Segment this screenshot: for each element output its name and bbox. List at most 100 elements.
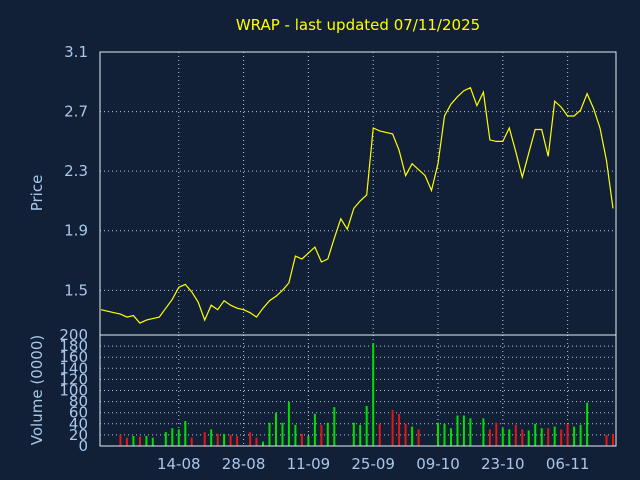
volume-bar	[229, 434, 232, 446]
volume-bar	[560, 429, 563, 446]
volume-tick-label: 60	[69, 404, 88, 422]
volume-tick-label: 80	[69, 393, 88, 411]
volume-tick-label: 200	[59, 326, 88, 344]
volume-bar	[501, 428, 504, 446]
price-tick-label: 1.5	[64, 281, 88, 299]
volume-bar	[437, 422, 439, 446]
price-frame	[99, 51, 617, 336]
volume-bar	[333, 407, 336, 446]
volume-bar	[151, 437, 154, 446]
volume-bar	[573, 426, 576, 446]
volume-bar	[514, 424, 517, 446]
volume-bar	[612, 433, 614, 446]
volume-bar	[177, 429, 180, 446]
volume-bar	[547, 428, 550, 446]
volume-bar	[579, 424, 582, 446]
volume-tick-label: 0	[78, 437, 88, 455]
volume-bar	[190, 437, 193, 446]
volume-bar	[184, 421, 187, 446]
volume-bar	[566, 423, 569, 446]
price-tick-label: 1.9	[64, 222, 88, 240]
volume-tick-label: 40	[69, 415, 88, 433]
volume-bar	[249, 432, 252, 446]
x-tick-label: 25-09	[351, 455, 395, 473]
x-tick-label: 09-10	[416, 455, 460, 473]
volume-bar	[307, 436, 310, 446]
volume-bar	[508, 429, 511, 446]
volume-bar	[488, 429, 491, 446]
price-axis-label: Price	[28, 175, 46, 212]
volume-bar	[132, 436, 135, 446]
price-tick-label: 3.1	[64, 43, 88, 61]
price-tick-label: 2.7	[64, 103, 88, 121]
volume-bar	[203, 432, 206, 446]
volume-bar	[300, 433, 303, 446]
volume-bar	[534, 423, 537, 446]
volume-bar	[171, 428, 174, 446]
volume-bar	[443, 423, 446, 446]
volume-bar	[398, 413, 401, 446]
volume-bar	[359, 424, 362, 446]
volume-bar	[527, 430, 530, 446]
volume-bar	[164, 432, 167, 446]
volume-bars	[119, 343, 614, 447]
volume-grid	[100, 334, 616, 447]
volume-bar	[540, 428, 543, 446]
volume-bar	[352, 422, 355, 446]
volume-bar	[320, 424, 323, 446]
volume-bar	[482, 418, 485, 447]
volume-bar	[365, 406, 368, 446]
volume-bar	[268, 422, 271, 446]
volume-bar	[521, 429, 524, 446]
volume-bar	[262, 441, 264, 446]
volume-bar	[462, 415, 465, 446]
volume-bar	[275, 412, 277, 446]
volume-bar	[255, 437, 258, 446]
volume-tick-label: 160	[59, 348, 88, 366]
volume-bar	[281, 422, 284, 446]
volume-bar	[216, 433, 219, 446]
volume-bar	[145, 436, 148, 446]
volume-tick-label: 20	[69, 426, 88, 444]
volume-bar	[404, 423, 407, 446]
price-y-ticks: 1.5 1.9 2.3 2.7 3.1	[64, 43, 88, 299]
price-line	[100, 86, 614, 324]
volume-bar	[391, 409, 394, 446]
x-tick-label: 28-08	[222, 455, 266, 473]
x-tick-label: 14-08	[157, 455, 201, 473]
volume-bar	[223, 433, 226, 446]
price-grid	[100, 51, 616, 335]
volume-bar	[287, 401, 290, 446]
volume-bar	[326, 422, 329, 446]
volume-tick-label: 180	[59, 337, 88, 355]
volume-bar	[138, 436, 141, 446]
volume-bar	[372, 343, 375, 446]
volume-axis-label: Volume (0000)	[28, 335, 46, 445]
x-axis-ticks: 14-08 28-08 11-09 25-09 09-10 23-10 06-11	[157, 455, 589, 473]
volume-tick-label: 100	[59, 382, 88, 400]
volume-bar	[605, 434, 608, 446]
volume-bar	[313, 413, 316, 446]
volume-bar	[586, 402, 589, 446]
volume-bar	[450, 428, 452, 446]
volume-bar	[378, 423, 381, 446]
volume-tick-label: 140	[59, 359, 88, 377]
volume-bar	[417, 429, 420, 446]
volume-bar	[411, 426, 414, 446]
x-tick-label: 11-09	[287, 455, 331, 473]
price-tick-label: 2.3	[64, 162, 88, 180]
chart-title: WRAP - last updated 07/11/2025	[236, 16, 480, 34]
x-tick-label: 06-11	[546, 455, 590, 473]
volume-bar	[119, 434, 122, 446]
volume-bar	[294, 424, 297, 446]
x-tick-label: 23-10	[481, 455, 525, 473]
volume-bar	[469, 418, 472, 447]
volume-frame	[99, 334, 617, 447]
volume-bar	[495, 422, 498, 446]
volume-bar	[553, 426, 556, 446]
volume-bar	[210, 429, 213, 446]
price-panel: 1.5 1.9 2.3 2.7 3.1 Price	[28, 43, 617, 336]
